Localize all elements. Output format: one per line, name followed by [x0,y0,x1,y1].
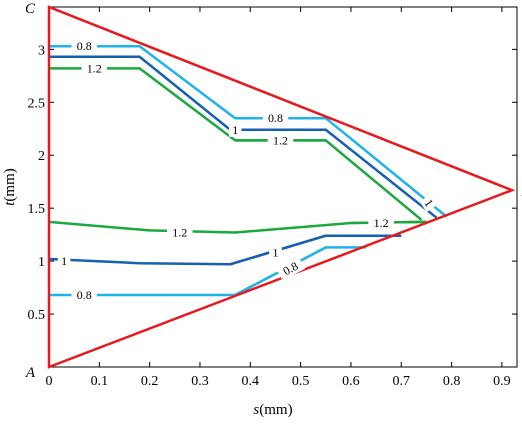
y-axis-title: t(mm) [2,168,18,206]
y-tick-label: 1 [38,255,45,270]
contour-label-bg [419,193,439,213]
vertex-label: B [521,184,522,200]
contour-label-group: 1.2 [167,225,193,240]
contour-label: 1.2 [374,216,389,230]
contour-label-bg [267,133,294,148]
x-tick-label: 0.7 [393,374,411,389]
contour-label: 1.2 [172,226,187,240]
x-tick-label: 0.1 [91,374,109,389]
x-axis-unit: (mm) [259,402,292,418]
contour-label: 0.8 [268,111,283,125]
contour-label-bg [269,245,282,260]
triangle-boundary [47,5,516,369]
contour-label-bg [262,111,289,126]
contour-label-bg [81,61,108,76]
contour-line [49,246,366,297]
contour-label-bg [71,288,97,302]
x-tick-label: 0 [46,374,53,389]
vertex-labels: A B C [25,1,522,381]
y-axis-variable: t [2,201,18,206]
contour-label-group: 1.2 [267,133,294,148]
contour-label-group: 1 [228,122,242,137]
contour-label-group: 1 [269,245,282,260]
contour-label-group: 0.8 [275,256,306,281]
contour-label-group: 1 [419,193,439,213]
x-tick-label: 0.9 [493,374,511,389]
contour-label: 1 [273,246,279,260]
contour-label: 0.8 [77,39,92,53]
y-tick-label: 2 [38,149,45,164]
contour-label-group: 0.8 [262,111,289,126]
x-tick-label: 0.2 [141,374,159,389]
contour-line [48,234,402,266]
vertex-label: C [25,1,36,17]
contour-label-bg [57,254,71,269]
vertex-label: A [25,365,36,381]
contour-label: 1.2 [87,61,102,75]
boundary-triangle [47,5,516,369]
contour-label: 0.8 [77,288,92,302]
contour-label-bg [167,225,193,240]
contour-label: 0.8 [281,259,301,278]
x-axis-variable: s [253,402,259,418]
contour-label-group: 1.2 [81,61,108,76]
contour-label: 1.2 [273,133,288,147]
x-tick-label: 0.8 [443,374,461,389]
contour-label-bg [368,216,394,230]
contour-label: 1 [61,254,67,268]
x-tick-label: 0.3 [191,374,209,389]
axes-frame [48,6,518,368]
x-tick-label: 0.4 [242,374,260,389]
y-tick-label: 1.5 [28,202,46,217]
contour-label: 1 [232,123,238,137]
contour-label-group: 1 [57,254,71,269]
x-tick-label: 0.6 [342,374,360,389]
contour-line [49,67,423,221]
contour-label-bg [228,122,242,137]
contour-series [48,44,448,297]
contour-label-group: 0.8 [71,39,97,54]
contour-label-bg [275,256,306,281]
x-axis-title: s(mm) [253,402,292,418]
contour-label-group: 1.2 [368,216,394,230]
y-axis-unit: (mm) [2,168,18,201]
y-tick-label: 0.5 [28,308,46,323]
x-tick-label: 0.5 [292,374,310,389]
y-tick-label: 2.5 [28,96,46,111]
contour-label-group: 0.8 [71,288,97,302]
y-tick-label: 3 [38,43,45,58]
contour-label-bg [71,39,97,54]
axes: 0 0.1 0.2 0.3 0.4 0.5 0.6 0.7 0.8 0.9 0.5 1 1.5 2 2.5 3 [28,6,518,389]
